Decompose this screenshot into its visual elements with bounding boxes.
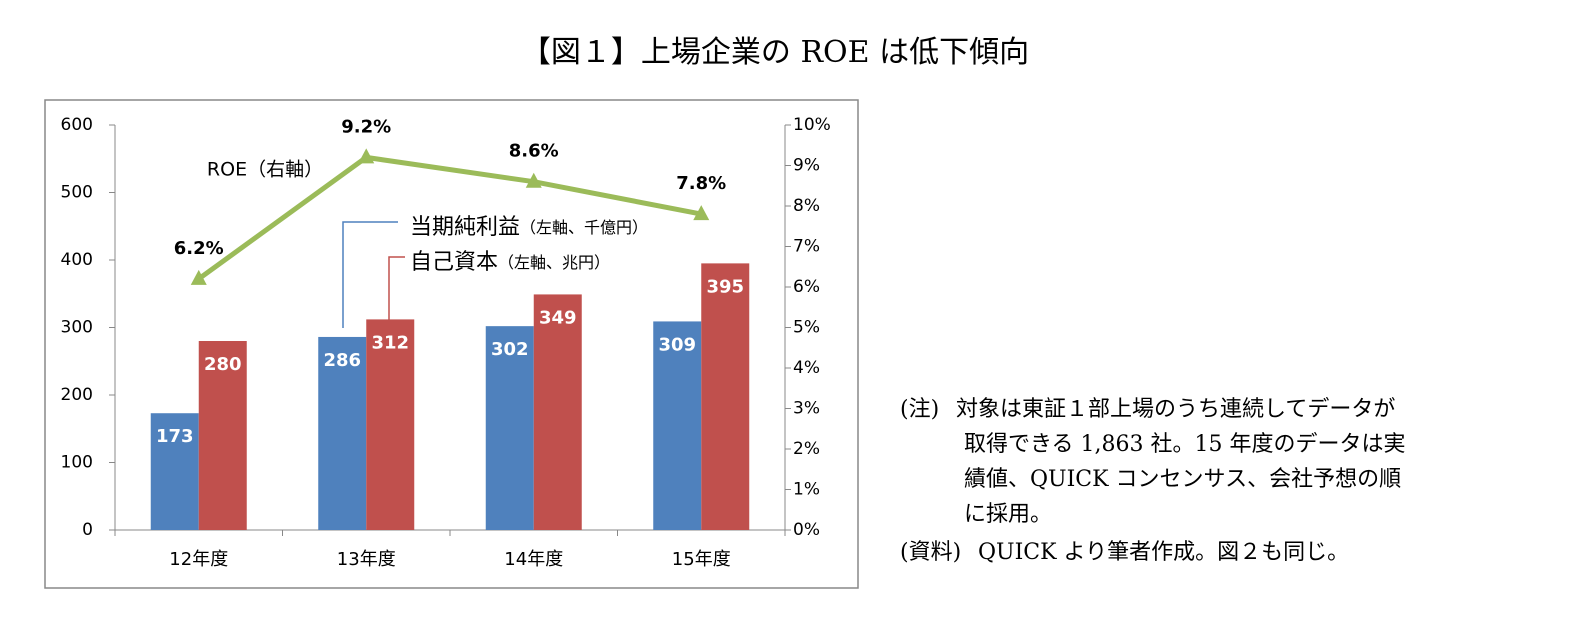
roe-marker <box>525 172 542 188</box>
legend-label: 当期純利益（左軸、千億円） <box>410 215 648 240</box>
bar <box>150 413 199 530</box>
bar-value-label: 349 <box>539 307 577 328</box>
bar-value-label: 280 <box>204 354 242 375</box>
roe-value-label: 8.6% <box>509 141 559 162</box>
x-tick-label: 12年度 <box>169 549 228 570</box>
legend-connector <box>342 221 398 328</box>
chart-title: 【図１】上場企業の ROE は低下傾向 <box>521 35 1029 70</box>
x-tick-label: 13年度 <box>337 549 396 570</box>
y-tick-label: 300 <box>61 318 93 338</box>
bar <box>653 321 702 530</box>
y-tick-label: 600 <box>61 115 93 135</box>
roe-value-label: 7.8% <box>676 173 726 194</box>
y-tick-label: 500 <box>61 183 93 203</box>
y2-tick-label: 5% <box>793 318 820 338</box>
y2-tick-label: 10% <box>793 115 831 135</box>
note-label: (注) <box>900 397 939 422</box>
roe-marker <box>693 205 710 221</box>
y-tick-label: 400 <box>61 250 93 270</box>
note-line: に採用。 <box>964 502 1052 527</box>
bar <box>366 319 415 530</box>
bar-value-label: 302 <box>491 339 529 360</box>
bar-value-label: 173 <box>156 426 194 447</box>
legend-name: 当期純利益 <box>410 215 520 240</box>
note-line: QUICK より筆者作成。図２も同じ。 <box>978 540 1349 565</box>
bar <box>533 294 582 530</box>
roe-marker <box>358 148 375 164</box>
bar-value-label: 395 <box>706 276 744 297</box>
y-tick-label: 0 <box>82 520 93 540</box>
roe-value-label: 6.2% <box>174 238 224 259</box>
note-line: 績値、QUICK コンセンサス、会社予想の順 <box>964 467 1401 492</box>
bar <box>701 263 750 530</box>
chart-frame <box>44 99 859 589</box>
legend-label: 自己資本（左軸、兆円） <box>410 250 610 275</box>
y2-tick-label: 9% <box>793 156 820 176</box>
note-label: (資料) <box>900 540 961 565</box>
legend-connector <box>388 256 405 320</box>
y-tick-label: 200 <box>61 385 93 405</box>
x-tick-label: 15年度 <box>672 549 731 570</box>
y2-tick-label: 7% <box>793 237 820 257</box>
y2-tick-label: 3% <box>793 399 820 419</box>
roe-value-label: 9.2% <box>341 116 391 137</box>
x-tick-label: 14年度 <box>504 549 563 570</box>
y2-tick-label: 6% <box>793 277 820 297</box>
y-tick-label: 100 <box>61 453 93 473</box>
legend-name: 自己資本 <box>410 250 498 275</box>
y2-tick-label: 2% <box>793 439 820 459</box>
note-line: 取得できる 1,863 社。15 年度のデータは実 <box>964 432 1406 457</box>
roe-line <box>197 154 702 281</box>
note-line: 対象は東証１部上場のうち連続してデータが <box>956 397 1395 422</box>
legend-note: （左軸、千億円） <box>520 218 648 237</box>
bar-value-label: 309 <box>658 334 696 355</box>
y2-tick-label: 1% <box>793 480 820 500</box>
y2-tick-label: 0% <box>793 520 820 540</box>
bar-value-label: 312 <box>371 332 409 353</box>
roe-legend-label: ROE（右軸） <box>207 159 323 181</box>
bar-value-label: 286 <box>323 350 361 371</box>
y2-tick-label: 4% <box>793 358 820 378</box>
bar <box>318 336 367 530</box>
bar <box>485 326 534 530</box>
roe-marker <box>190 269 207 285</box>
bar <box>198 341 247 530</box>
y2-tick-label: 8% <box>793 196 820 216</box>
legend-note: （左軸、兆円） <box>498 253 610 272</box>
